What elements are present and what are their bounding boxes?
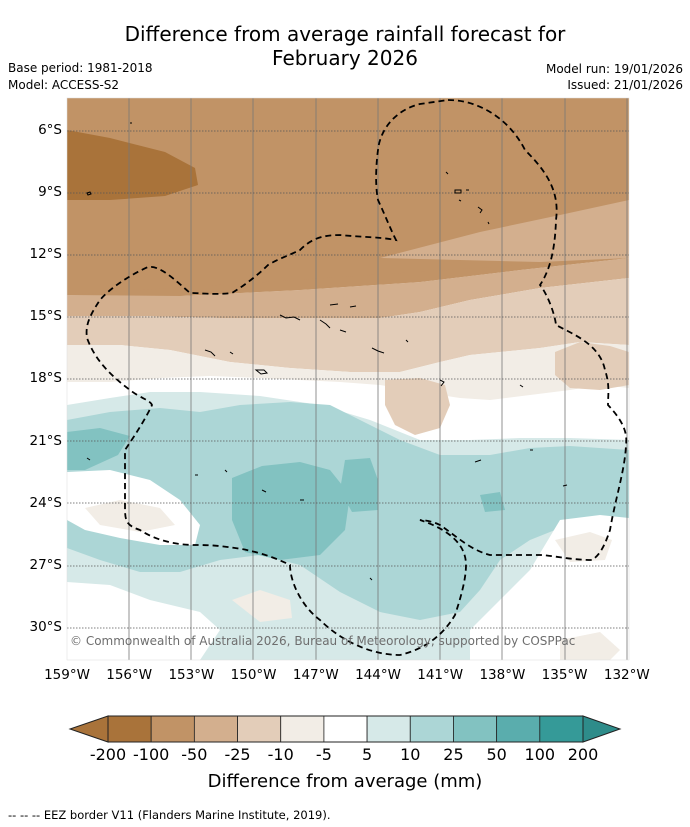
zone-plus-25-east xyxy=(480,492,505,512)
zone-minus-10-east xyxy=(555,342,629,390)
colorbar-label: -5 xyxy=(315,745,332,764)
colorbar-label: 5 xyxy=(361,745,373,764)
islands xyxy=(86,122,568,581)
colorbar-label: -10 xyxy=(267,745,294,764)
lon-label: 159°W xyxy=(44,667,90,683)
colorbar-label: 10 xyxy=(400,745,421,764)
lon-label: 144°W xyxy=(355,667,401,683)
colorbar-swatch xyxy=(150,715,195,743)
lat-label: 21°S xyxy=(29,432,63,449)
zone-minus-25 xyxy=(67,258,629,318)
lon-label: 135°W xyxy=(541,667,588,683)
model-run: Model run: 19/01/2026 xyxy=(545,62,683,76)
colorbar-label: -25 xyxy=(224,745,251,764)
lat-label: 30°S xyxy=(29,618,63,635)
zone-minus-5 xyxy=(67,342,629,400)
colorbar-label: 100 xyxy=(524,745,556,764)
lon-label: 147°W xyxy=(292,667,339,683)
zone-dry-pocket-west xyxy=(85,500,175,532)
lat-label: 15°S xyxy=(29,308,63,325)
zone-minus-10-central xyxy=(385,378,450,435)
zone-minus-100 xyxy=(67,130,198,200)
lat-label: 6°S xyxy=(38,122,62,138)
title-line-2: February 2026 xyxy=(272,46,418,70)
colorbar-label: 25 xyxy=(443,745,464,764)
colorbar-swatch xyxy=(453,715,498,743)
colorbar-swatch xyxy=(107,715,152,743)
eez-border xyxy=(85,99,628,656)
colorbar-swatch xyxy=(409,715,454,743)
zone-minus-25-east xyxy=(380,200,629,262)
zone-plus-25-west xyxy=(232,462,350,560)
colorbar-swatch xyxy=(539,715,584,743)
zone-plus-25-center xyxy=(340,458,378,512)
copyright-notice: © Commonwealth of Australia 2026, Bureau… xyxy=(70,634,576,648)
colorbar-title: Difference from average (mm) xyxy=(207,771,483,792)
lat-label: 24°S xyxy=(29,494,63,511)
colorbar xyxy=(68,715,622,743)
eez-legend: -- -- -- EEZ border V11 (Flanders Marine… xyxy=(8,808,331,822)
lon-label: 141°W xyxy=(417,667,464,683)
issued-date: Issued: 21/01/2026 xyxy=(567,78,683,92)
title-line-1: Difference from average rainfall forecas… xyxy=(124,22,566,46)
colorbar-label: -50 xyxy=(181,745,208,764)
lon-label: 150°W xyxy=(230,667,277,683)
lat-gridlines xyxy=(67,130,629,629)
zone-plus-10 xyxy=(67,402,629,620)
map-frame xyxy=(66,97,630,661)
lon-label: 156°W xyxy=(106,667,153,683)
colorbar-swatch xyxy=(366,715,411,743)
lon-label: 138°W xyxy=(479,667,526,683)
base-period: Base period: 1981-2018 xyxy=(8,61,153,75)
colorbar-swatch xyxy=(237,715,282,743)
zone-plus-25-far-west xyxy=(67,428,130,470)
map-title: Difference from average rainfall forecas… xyxy=(0,22,690,70)
model-name: Model: ACCESS-S2 xyxy=(8,78,120,92)
colorbar-label: 50 xyxy=(486,745,507,764)
lon-label: 132°W xyxy=(603,667,650,683)
colorbar-swatch xyxy=(496,715,541,743)
colorbar-low-arrow xyxy=(68,715,109,743)
zone-dry-pocket-south xyxy=(232,590,292,622)
colorbar-label: -200 xyxy=(89,745,127,764)
colorbar-swatches xyxy=(107,715,584,743)
colorbar-swatch xyxy=(323,715,368,743)
colorbar-high-arrow xyxy=(582,715,622,743)
lat-label: 12°S xyxy=(29,246,63,263)
zone-neutral-southwest xyxy=(67,582,220,660)
zone-minus-10 xyxy=(67,278,629,372)
zone-minus-50b xyxy=(67,205,629,296)
lat-label: 18°S xyxy=(29,370,63,387)
colorbar-label: -100 xyxy=(133,745,170,764)
lon-label: 153°W xyxy=(168,667,215,683)
colorbar-swatch xyxy=(280,715,325,743)
colorbar-swatch xyxy=(193,715,238,743)
colorbar-label: 200 xyxy=(567,745,599,764)
colorbar-frame xyxy=(107,715,584,743)
lat-label: 27°S xyxy=(29,556,63,573)
lat-label: 9°S xyxy=(38,184,62,201)
zone-dry-pocket-southeast xyxy=(560,632,620,660)
